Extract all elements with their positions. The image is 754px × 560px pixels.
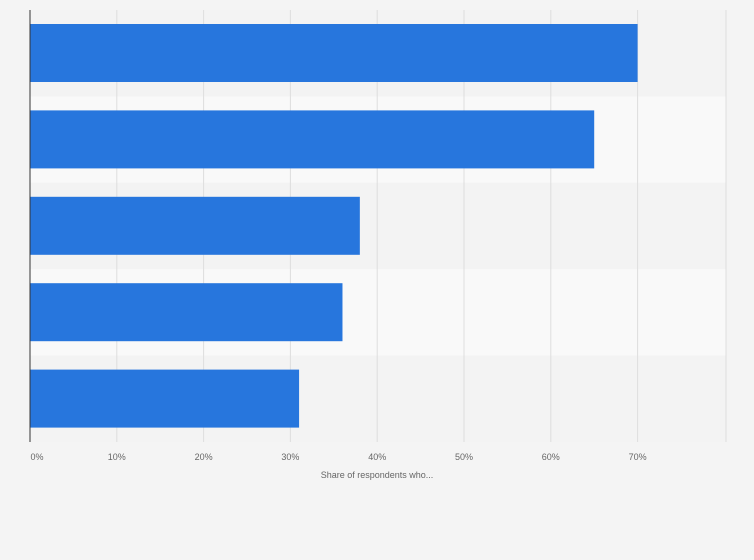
x-tick-label: 30% — [281, 452, 299, 462]
bar[interactable] — [30, 369, 300, 428]
x-tick-label: 70% — [629, 452, 647, 462]
x-tick-label: 0% — [30, 452, 43, 462]
x-tick-label: 40% — [368, 452, 386, 462]
bar[interactable] — [30, 196, 360, 255]
x-tick-labels: 0% 10% 20% 30% 40% 50% 60% 70% — [30, 452, 646, 462]
bar[interactable] — [30, 283, 343, 342]
x-tick-label: 60% — [542, 452, 560, 462]
bar[interactable] — [30, 24, 638, 82]
bars — [30, 24, 638, 428]
x-tick-label: 10% — [108, 452, 126, 462]
x-tick-label: 50% — [455, 452, 473, 462]
bar[interactable] — [30, 110, 595, 169]
x-axis-label: Share of respondents who... — [321, 470, 434, 480]
x-tick-label: 20% — [195, 452, 213, 462]
